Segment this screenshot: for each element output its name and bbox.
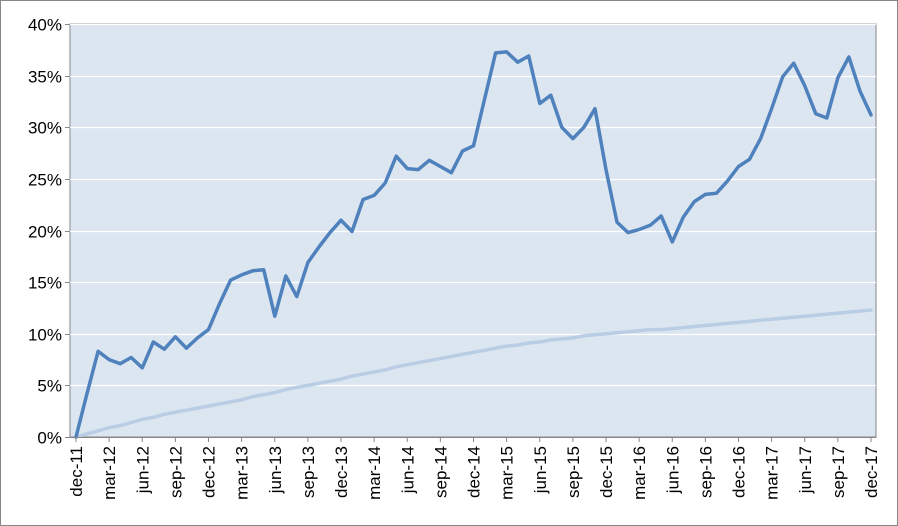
y-tick-label: 0% [37,429,62,448]
plot-area [69,23,877,438]
y-tick-label: 35% [28,68,62,87]
x-tick-label: dec-15 [597,446,616,498]
x-tick-label: sep-12 [166,446,185,498]
x-tick-label: dec-14 [465,446,484,498]
x-tick-label: mar-13 [233,446,252,500]
y-tick-label: 30% [28,119,62,138]
x-tick-label: jun-12 [133,446,152,494]
x-tick-label: dec-17 [862,446,881,498]
y-tick-label: 20% [28,223,62,242]
y-tick-label: 40% [28,16,62,35]
x-tick-label: jun-14 [398,446,417,494]
x-tick-label: mar-16 [630,446,649,500]
x-tick-label: jun-16 [663,446,682,494]
x-tick-label: sep-14 [431,446,450,498]
y-axis: 0% 5% 10% 15% 20% 25% 30% 35% 40% [28,16,70,448]
x-tick-label: dec-12 [200,446,219,498]
x-tick-label: jun-13 [266,446,285,494]
series-lines [74,50,873,439]
x-tick-label: mar-12 [100,446,119,500]
x-tick-label: mar-15 [498,446,517,500]
x-tick-label: jun-17 [796,446,815,494]
x-tick-label: jun-15 [531,446,550,494]
x-tick-label: mar-17 [763,446,782,500]
x-tick-label: dec-16 [730,446,749,498]
y-tick-label: 10% [28,326,62,345]
x-tick-label: sep-17 [829,446,848,498]
y-tick-label: 25% [28,171,62,190]
x-tick-label: sep-16 [696,446,715,498]
series-line [74,308,873,439]
x-tick-label: sep-13 [299,446,318,498]
x-tick-label: sep-15 [564,446,583,498]
x-tick-label: dec-13 [332,446,351,498]
y-tick-label: 5% [37,377,62,396]
x-tick-label: mar-14 [365,446,384,500]
series-line [74,50,873,439]
y-tick-label: 15% [28,274,62,293]
x-tick-label: dec-11 [67,446,86,497]
x-axis: dec-11 mar-12 jun-12 sep-12 dec-12 mar-13 jun-… [67,437,881,500]
